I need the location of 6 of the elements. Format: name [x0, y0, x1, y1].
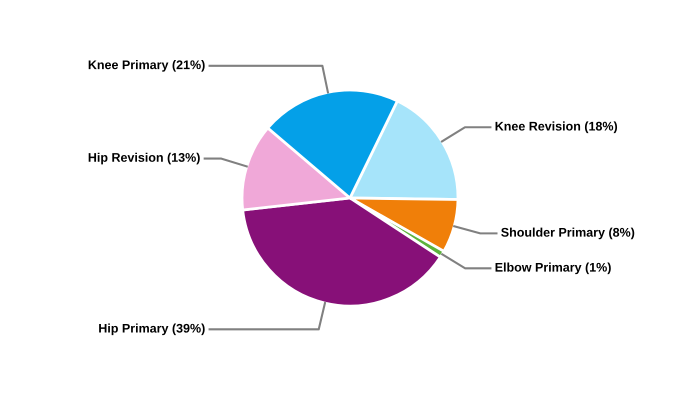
slice-label: Hip Primary (39%) — [99, 324, 205, 336]
slice-label: Knee Revision (18%) — [496, 121, 618, 134]
slice-label: Knee Primary (21%) — [88, 60, 205, 72]
slice-label: Elbow Primary (1%) — [496, 262, 611, 274]
slice-label: Hip Revision (13%) — [88, 152, 200, 164]
slice-label: Shoulder Primary (8%) — [501, 228, 634, 240]
